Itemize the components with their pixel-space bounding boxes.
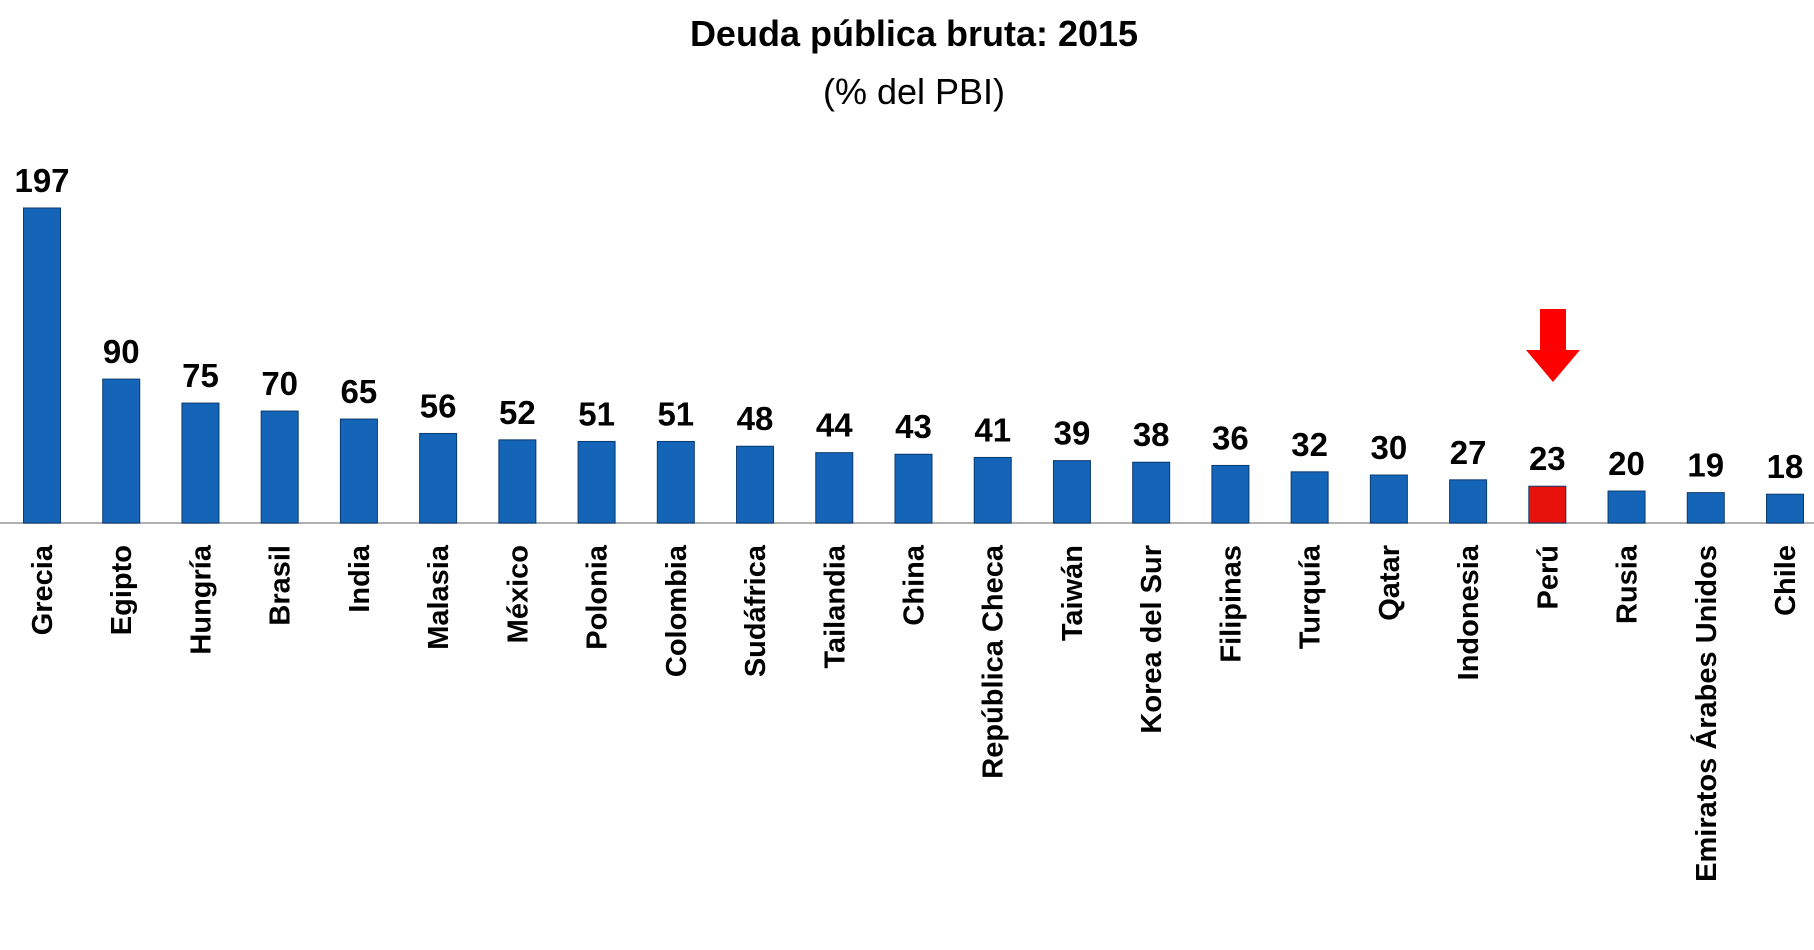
value-label: 18 [1767, 448, 1804, 485]
bar [736, 445, 775, 524]
x-tick-label: Korea del Sur [1136, 545, 1168, 734]
bar [1290, 471, 1329, 524]
x-tick-label: China [899, 544, 931, 625]
x-tick-label: Brasil [265, 545, 297, 626]
value-label: 19 [1687, 447, 1724, 484]
bar [419, 432, 458, 524]
value-label: 48 [737, 400, 774, 437]
value-label: 65 [341, 373, 378, 410]
value-label: 30 [1371, 429, 1408, 466]
value-label: 43 [895, 408, 932, 445]
x-tick-label: Taiwán [1057, 545, 1089, 641]
x-tick-label: Hungría [185, 544, 217, 654]
x-tick-label: Sudáfrica [740, 544, 772, 677]
x-tick-label: India [344, 544, 376, 613]
value-label: 75 [182, 357, 219, 394]
bar [577, 440, 616, 524]
x-tick-label: Qatar [1374, 545, 1406, 621]
bar [181, 402, 220, 524]
value-label: 56 [420, 387, 457, 424]
chart-title: Deuda pública bruta: 2015 [690, 13, 1138, 54]
bar [656, 440, 695, 524]
x-tick-label: Tailandia [819, 544, 851, 668]
bar [23, 207, 61, 524]
value-label: 70 [261, 365, 298, 402]
value-label: 41 [974, 411, 1011, 448]
x-tick-label: Filipinas [1215, 545, 1247, 663]
bar [1607, 490, 1646, 524]
bar [339, 418, 378, 524]
bar [260, 410, 299, 524]
value-label: 27 [1450, 434, 1487, 471]
bar [1211, 464, 1250, 524]
bar [1766, 493, 1804, 524]
chart-subtitle: (% del PBI) [823, 71, 1005, 112]
bar [1052, 460, 1091, 524]
bar [1132, 461, 1171, 524]
bar [102, 378, 141, 524]
value-label: 23 [1529, 440, 1566, 477]
x-tick-label: Colombia [661, 544, 693, 677]
x-tick-label: Perú [1532, 545, 1564, 609]
x-tick-label: República Checa [978, 544, 1010, 779]
bar [1528, 485, 1567, 524]
bar [498, 439, 537, 524]
x-tick-label: Grecia [27, 544, 59, 635]
x-tick-label: Rusia [1612, 544, 1644, 624]
value-label: 38 [1133, 416, 1170, 453]
x-tick-label: Egipto [106, 545, 138, 635]
value-label: 36 [1212, 419, 1249, 456]
bar [1686, 492, 1725, 524]
value-label: 52 [499, 394, 536, 431]
value-label: 44 [816, 407, 853, 444]
value-label: 51 [657, 395, 694, 432]
value-label: 32 [1291, 426, 1328, 463]
bar [1369, 474, 1408, 524]
x-tick-label: Emiratos Árabes Unidos [1689, 545, 1723, 882]
x-tick-label: Chile [1770, 545, 1802, 616]
bar [815, 452, 854, 524]
value-label: 39 [1054, 415, 1091, 452]
x-tick-label: Polonia [582, 544, 614, 650]
x-tick-label: Turquía [1295, 544, 1327, 649]
x-tick-label: Indonesia [1453, 544, 1485, 680]
bar [894, 453, 933, 524]
x-tick-label: Malasia [423, 544, 455, 650]
x-tick-label: México [502, 545, 534, 643]
bar [973, 456, 1012, 524]
bar [1449, 479, 1488, 524]
highlight-arrow [1526, 309, 1580, 382]
value-label: 51 [578, 395, 615, 432]
value-label: 90 [103, 333, 140, 370]
value-label: 197 [14, 162, 69, 199]
value-label: 20 [1608, 445, 1645, 482]
